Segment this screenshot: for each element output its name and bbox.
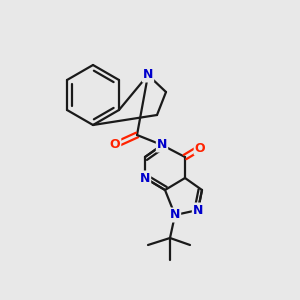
Text: N: N <box>193 203 203 217</box>
Text: N: N <box>170 208 180 221</box>
Text: O: O <box>195 142 205 154</box>
Text: N: N <box>140 172 150 184</box>
Text: N: N <box>143 68 153 82</box>
Text: N: N <box>157 139 167 152</box>
Text: O: O <box>110 139 120 152</box>
